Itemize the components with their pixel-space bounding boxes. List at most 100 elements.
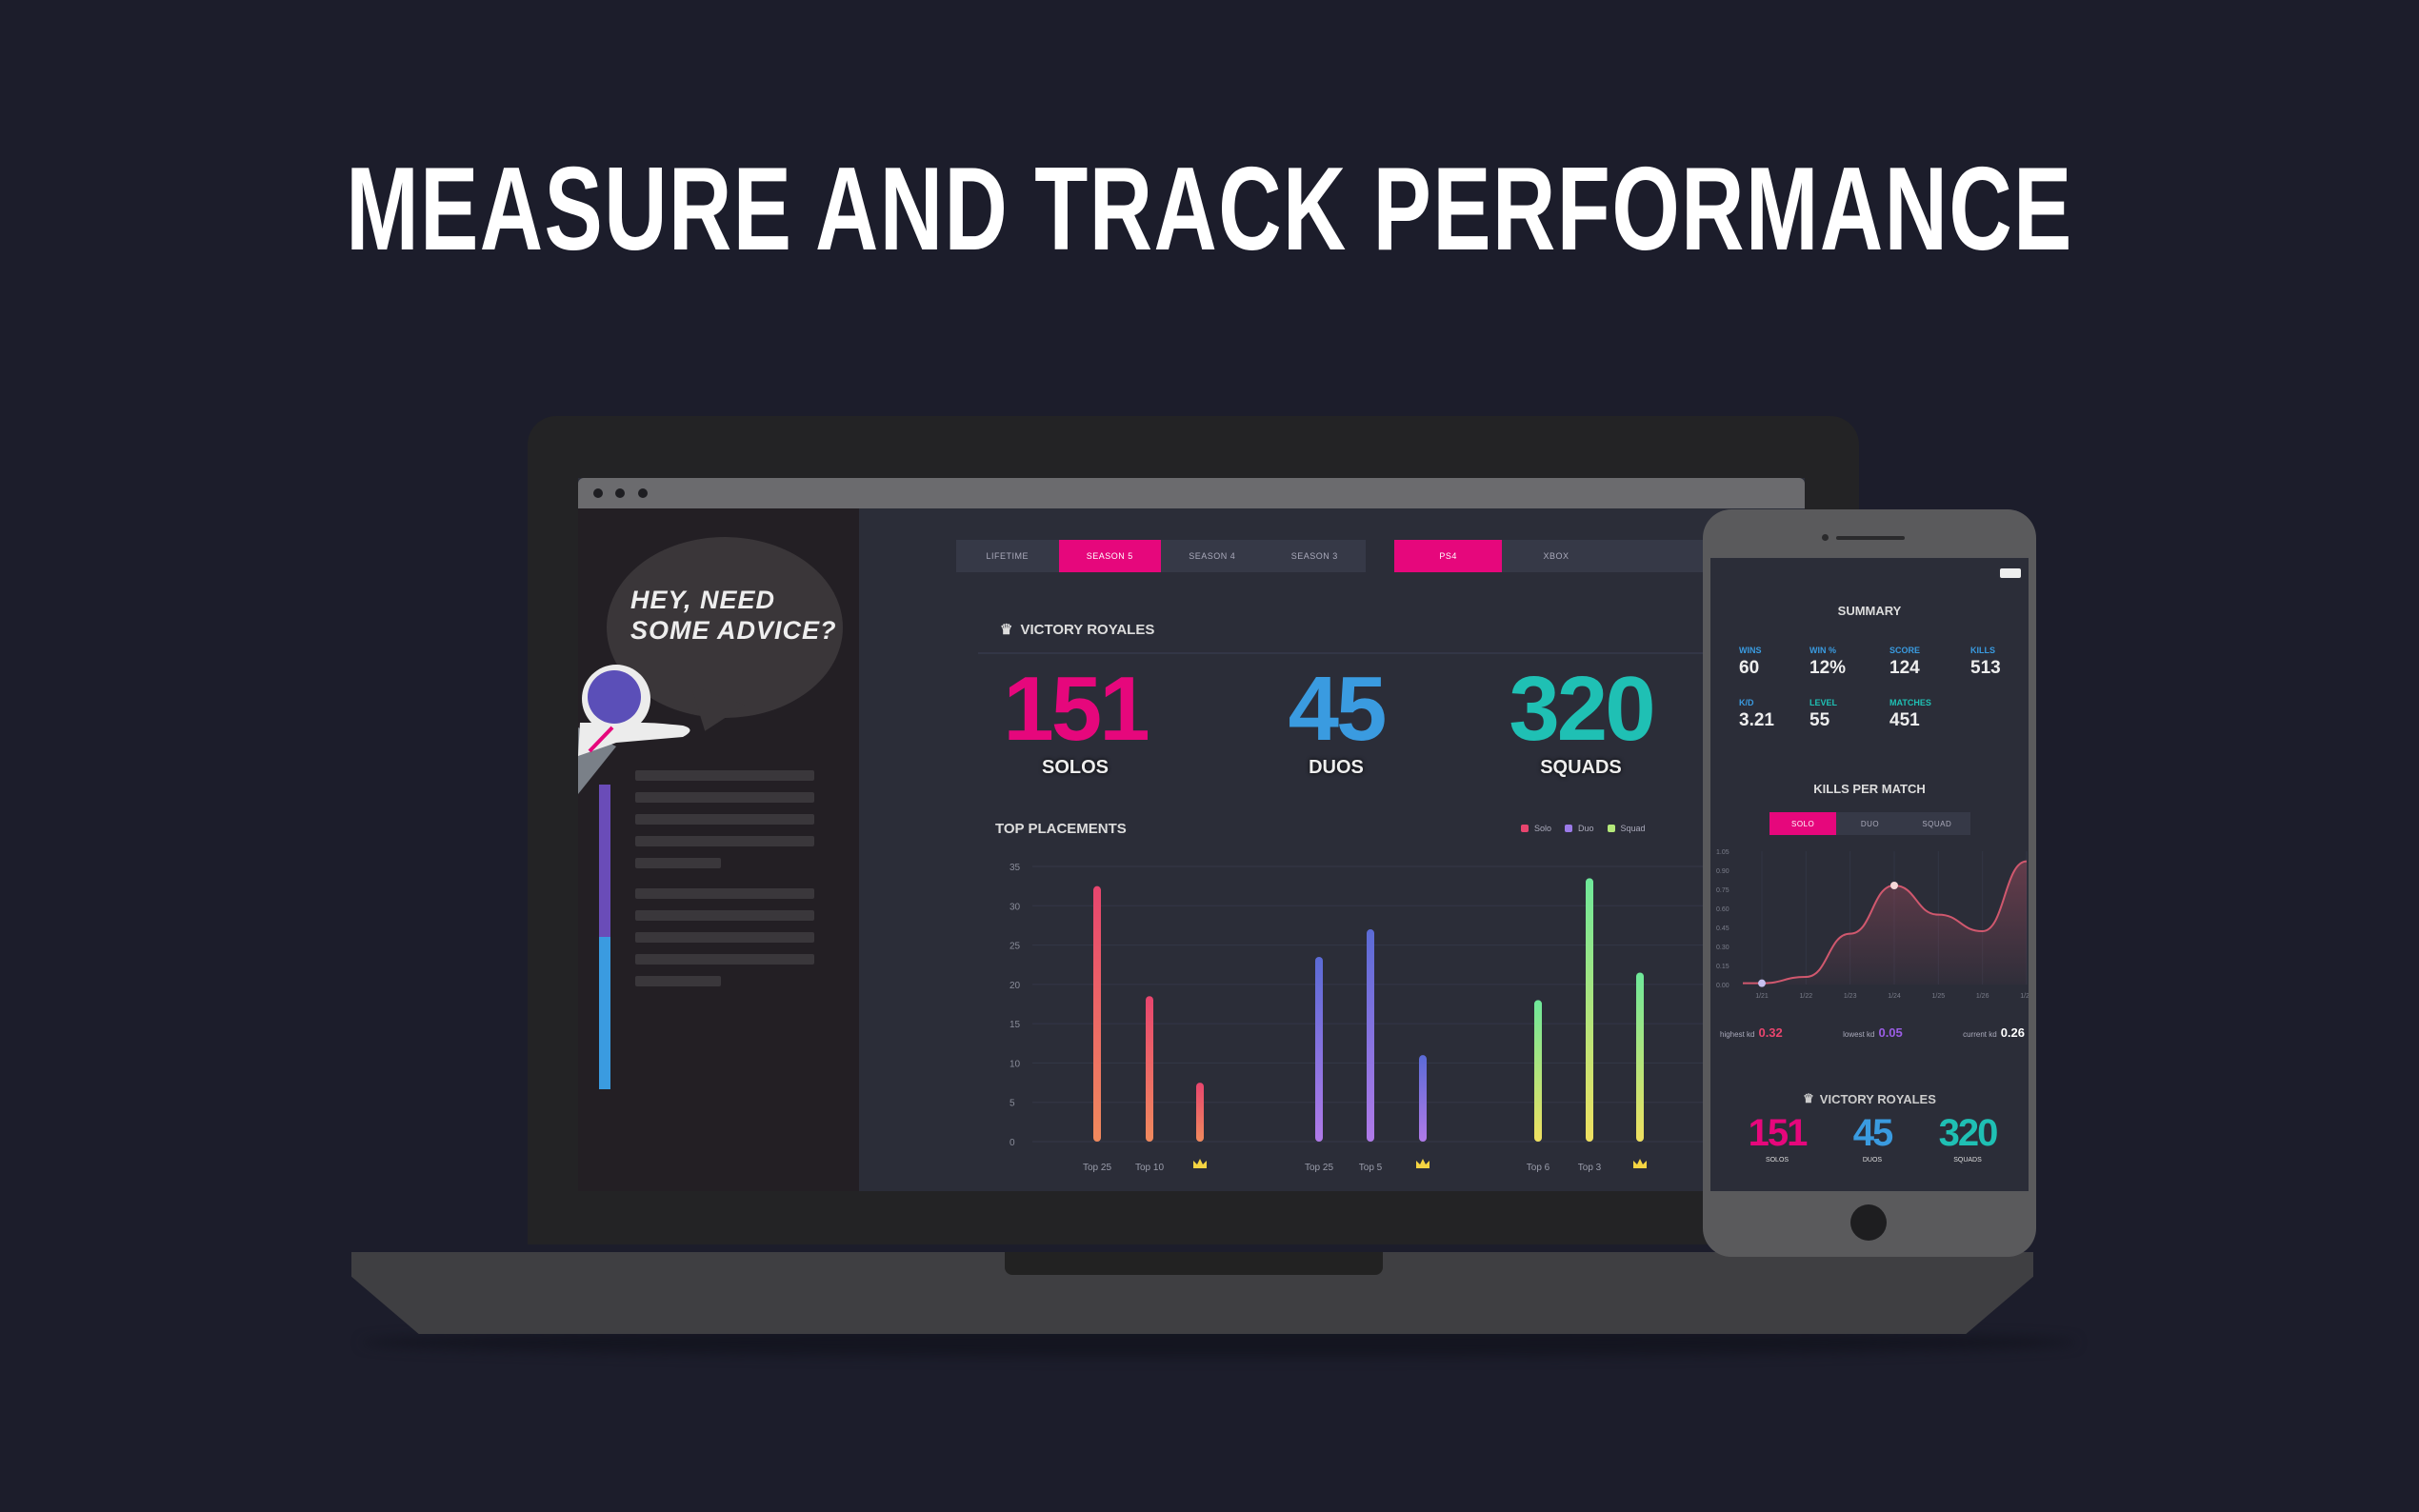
sidebar-item[interactable]: [635, 954, 814, 965]
mobile-victory-royales-heading: ♛ VICTORY ROYALES: [1710, 1091, 2029, 1106]
mobile-victory-duos: 45 DUOS: [1829, 1112, 1915, 1165]
legend-squad: Squad: [1620, 824, 1646, 833]
bar-duo[interactable]: [1419, 1055, 1427, 1142]
sidebar-item[interactable]: [635, 858, 721, 868]
summary-value: 12%: [1809, 658, 1847, 678]
kpm-stat-value: 0.26: [2000, 1025, 2025, 1040]
legend-duo: Duo: [1578, 824, 1594, 833]
summary-label: MATCHES: [1889, 698, 1931, 707]
victory-count-solos: 151: [1003, 658, 1150, 760]
tab-squad[interactable]: SQUAD: [1922, 819, 1952, 828]
sidebar-item[interactable]: [635, 836, 814, 846]
battery-icon: [2000, 568, 2021, 578]
phone: SUMMARY WINS 60 WIN % 12% SCORE 124 KILLS 513 K/…: [1703, 509, 2036, 1257]
x-tick-label: Top 25: [1083, 1163, 1111, 1173]
tab-xbox[interactable]: XBOX: [1543, 551, 1569, 561]
bar-duo[interactable]: [1315, 956, 1323, 1142]
mobile-victory-solos: 151 SOLOS: [1734, 1112, 1820, 1165]
sidebar-item[interactable]: [635, 932, 814, 943]
progress-bar-purple: [599, 785, 610, 937]
laptop-screen: HEY, NEED SOME ADVICE? LIFETIME SEASON 5…: [578, 478, 1805, 1191]
sidebar-item[interactable]: [635, 792, 814, 803]
kpm-stat-label: lowest kd: [1843, 1030, 1875, 1039]
y-tick-label: 0.90: [1716, 868, 1729, 875]
y-tick-label: 5: [1010, 1099, 1015, 1109]
platform-tabs: PS4 XBOX PC: [1394, 540, 1728, 572]
victory-count-duos: 45: [1288, 658, 1388, 760]
victory-royales-label: VICTORY ROYALES: [1020, 621, 1155, 638]
summary-label: WINS: [1739, 646, 1762, 655]
bar-solo[interactable]: [1196, 1083, 1204, 1142]
legend-swatch-duo: [1565, 825, 1573, 832]
window-minimize-dot[interactable]: [615, 488, 625, 498]
tab-ps4[interactable]: PS4: [1394, 540, 1503, 572]
y-tick-label: 20: [1010, 981, 1021, 991]
tab-season-4[interactable]: SEASON 4: [1189, 551, 1236, 561]
kpm-stat: current kd 0.26: [1963, 1025, 2025, 1042]
bar-duo[interactable]: [1367, 929, 1374, 1142]
y-tick-label: 10: [1010, 1059, 1021, 1069]
summary-label: WIN %: [1809, 646, 1836, 655]
data-point[interactable]: [1758, 979, 1766, 987]
sidebar: HEY, NEED SOME ADVICE?: [578, 508, 859, 1191]
victory-mode-label: SOLOS: [1041, 757, 1109, 778]
tab-solo[interactable]: SOLO: [1769, 812, 1837, 835]
summary-value: 451: [1889, 710, 1920, 730]
advice-line-2: SOME ADVICE?: [630, 616, 837, 645]
x-tick-label: 1/25: [1932, 993, 1946, 1000]
tab-season-3[interactable]: SEASON 3: [1290, 551, 1338, 561]
legend-swatch-solo: [1521, 825, 1529, 832]
y-tick-label: 0.30: [1716, 945, 1729, 951]
browser-bar: [578, 478, 1805, 508]
x-tick-label: Top 5: [1359, 1163, 1383, 1173]
y-tick-label: 0: [1010, 1138, 1015, 1148]
bar-solo[interactable]: [1093, 885, 1101, 1142]
bar-squad[interactable]: [1586, 878, 1593, 1142]
summary-value: 513: [1970, 658, 2001, 678]
tab-duo[interactable]: DUO: [1860, 819, 1880, 828]
bar-solo[interactable]: [1146, 996, 1153, 1142]
mobile-victory-mode: DUOS: [1862, 1157, 1883, 1164]
summary-title: SUMMARY: [1837, 604, 1902, 618]
sidebar-item[interactable]: [635, 770, 814, 781]
tab-lifetime[interactable]: LIFETIME: [986, 551, 1029, 561]
crown-icon: [1193, 1159, 1207, 1168]
x-tick-label: 1/27: [2020, 993, 2029, 1000]
sidebar-item[interactable]: [635, 976, 721, 986]
bar-squad[interactable]: [1534, 1000, 1542, 1142]
victory-mode-label: SQUADS: [1540, 757, 1622, 778]
advice-line-1: HEY, NEED: [630, 586, 776, 614]
summary-value: 124: [1889, 658, 1920, 678]
summary-label: LEVEL: [1809, 698, 1838, 707]
y-tick-label: 0.00: [1716, 983, 1729, 989]
mobile-victory-mode: SQUADS: [1953, 1157, 1982, 1164]
summary-value: 3.21: [1739, 710, 1774, 730]
sidebar-item[interactable]: [635, 910, 814, 921]
summary-value: 60: [1739, 658, 1760, 678]
bar-squad[interactable]: [1636, 972, 1644, 1142]
crown-icon: ♛: [1000, 622, 1013, 638]
kpm-stat: highest kd 0.32: [1720, 1025, 1783, 1042]
crown-icon: ♛: [1803, 1091, 1814, 1105]
kpm-stat-value: 0.05: [1878, 1025, 1903, 1040]
window-maximize-dot[interactable]: [638, 488, 648, 498]
sidebar-item[interactable]: [635, 814, 814, 825]
x-tick-label: Top 3: [1578, 1163, 1602, 1173]
y-tick-label: 30: [1010, 902, 1021, 912]
season-tabs: LIFETIME SEASON 5 SEASON 4 SEASON 3: [956, 540, 1366, 572]
legend: Solo Duo Squad: [1521, 824, 1646, 833]
phone-home-button[interactable]: [1850, 1204, 1887, 1241]
sidebar-item[interactable]: [635, 888, 814, 899]
window-close-dot[interactable]: [593, 488, 603, 498]
x-tick-label: Top 6: [1527, 1163, 1550, 1173]
legend-swatch-squad: [1607, 825, 1615, 832]
summary-label: K/D: [1739, 698, 1754, 707]
tab-season-5[interactable]: SEASON 5: [1058, 540, 1161, 572]
x-tick-label: Top 25: [1305, 1163, 1333, 1173]
summary-label: KILLS: [1970, 646, 1995, 655]
y-tick-label: 0.75: [1716, 887, 1729, 894]
data-point[interactable]: [1890, 882, 1898, 889]
x-tick-label: 1/26: [1976, 993, 1989, 1000]
kpm-stat-value: 0.32: [1758, 1025, 1783, 1040]
advice-text[interactable]: HEY, NEED SOME ADVICE?: [630, 585, 859, 646]
